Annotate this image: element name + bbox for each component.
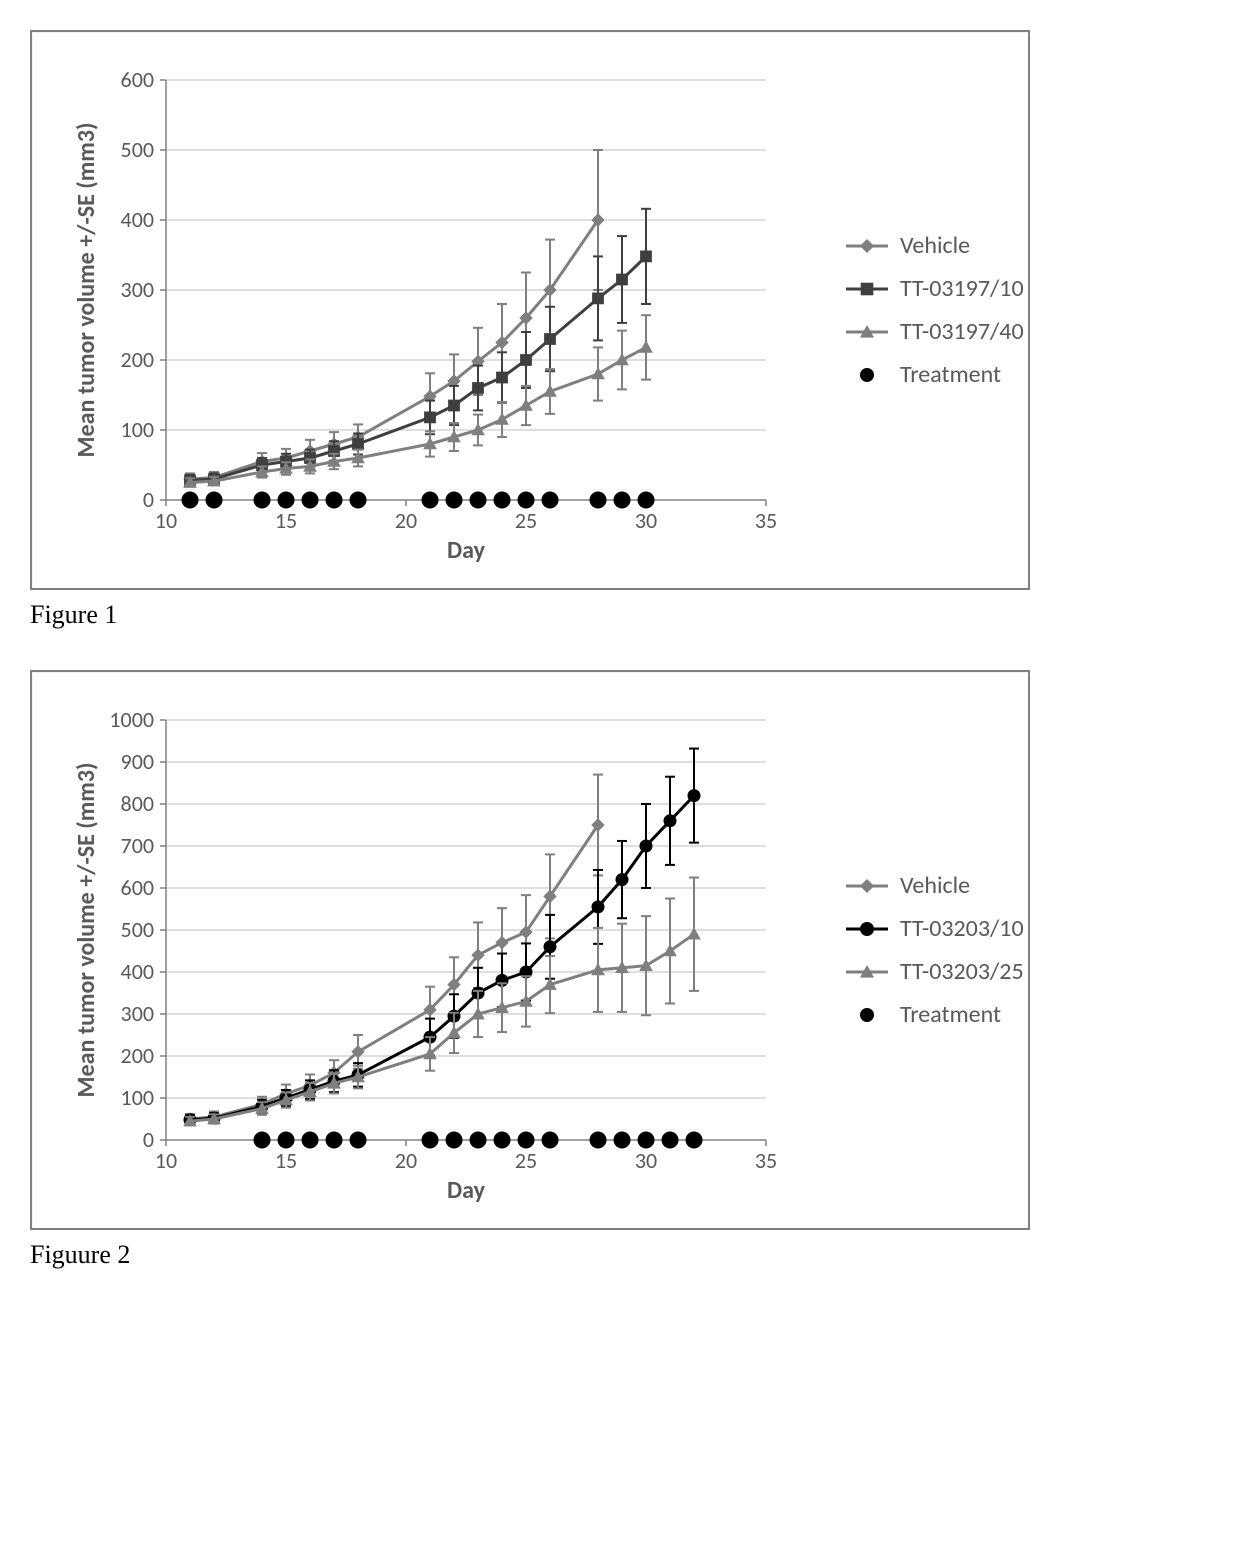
legend-item: TT-03203/25 <box>844 957 1024 986</box>
svg-text:10: 10 <box>155 1147 177 1174</box>
legend-marker-icon <box>844 875 890 897</box>
svg-text:500: 500 <box>121 916 154 943</box>
svg-text:300: 300 <box>121 276 154 303</box>
legend-item: Treatment <box>844 360 1024 389</box>
svg-text:15: 15 <box>275 507 297 534</box>
svg-text:500: 500 <box>121 136 154 163</box>
legend-label: TT-03203/25 <box>900 957 1024 986</box>
svg-text:Day: Day <box>447 536 486 565</box>
figure-1-caption: Figure 1 <box>30 600 1210 630</box>
svg-text:20: 20 <box>395 507 417 534</box>
svg-text:30: 30 <box>635 1147 657 1174</box>
svg-text:600: 600 <box>121 66 154 93</box>
legend-label: TT-03203/10 <box>900 914 1024 943</box>
figure-1: 0 100 200 300 400 500 600 10 15 20 25 30 35 Day Mean t… <box>30 30 1210 630</box>
svg-text:800: 800 <box>121 790 154 817</box>
legend-marker-icon <box>844 278 890 300</box>
figure-2-legend: Vehicle TT-03203/10 TT-03203/25 Treatment <box>844 857 1024 1043</box>
legend-item: Vehicle <box>844 231 1024 260</box>
legend-label: Vehicle <box>900 871 970 900</box>
svg-text:0: 0 <box>143 1126 154 1153</box>
svg-text:400: 400 <box>121 206 154 233</box>
svg-text:Mean tumor volume +/-SE (mm3): Mean tumor volume +/-SE (mm3) <box>72 123 101 458</box>
figure-2-chart-box: 0 100 200 300 400 500 600 700 800 900 1000 10 15 20 25… <box>30 670 1030 1230</box>
svg-text:100: 100 <box>121 416 154 443</box>
figure-1-chart-box: 0 100 200 300 400 500 600 10 15 20 25 30 35 Day Mean t… <box>30 30 1030 590</box>
svg-text:900: 900 <box>121 748 154 775</box>
legend-item: TT-03197/40 <box>844 317 1024 346</box>
legend-label: TT-03197/40 <box>900 317 1024 346</box>
figure-2: 0 100 200 300 400 500 600 700 800 900 1000 10 15 20 25… <box>30 670 1210 1270</box>
figure-1-chart: 0 100 200 300 400 500 600 10 15 20 25 30 35 Day Mean t… <box>56 50 816 570</box>
svg-text:15: 15 <box>275 1147 297 1174</box>
legend-item: TT-03203/10 <box>844 914 1024 943</box>
legend-marker-icon <box>844 321 890 343</box>
svg-text:Day: Day <box>447 1176 486 1205</box>
legend-item: Vehicle <box>844 871 1024 900</box>
legend-label: Treatment <box>900 1000 1001 1029</box>
legend-item: TT-03197/10 <box>844 274 1024 303</box>
legend-marker-icon <box>844 364 890 386</box>
svg-text:0: 0 <box>143 486 154 513</box>
svg-text:200: 200 <box>121 1042 154 1069</box>
figure-2-caption: Figuure 2 <box>30 1240 1210 1270</box>
figure-2-chart: 0 100 200 300 400 500 600 700 800 900 1000 10 15 20 25… <box>56 690 816 1210</box>
svg-text:1000: 1000 <box>109 706 154 733</box>
legend-label: TT-03197/10 <box>900 274 1024 303</box>
svg-text:35: 35 <box>755 507 777 534</box>
svg-text:700: 700 <box>121 832 154 859</box>
legend-marker-icon <box>844 1004 890 1026</box>
svg-text:100: 100 <box>121 1084 154 1111</box>
svg-text:35: 35 <box>755 1147 777 1174</box>
legend-label: Treatment <box>900 360 1001 389</box>
legend-marker-icon <box>844 961 890 983</box>
svg-text:400: 400 <box>121 958 154 985</box>
legend-marker-icon <box>844 235 890 257</box>
svg-text:20: 20 <box>395 1147 417 1174</box>
svg-text:Mean tumor volume +/-SE (mm3): Mean tumor volume +/-SE (mm3) <box>72 763 101 1098</box>
svg-text:25: 25 <box>515 1147 537 1174</box>
svg-text:10: 10 <box>155 507 177 534</box>
svg-text:25: 25 <box>515 507 537 534</box>
legend-item: Treatment <box>844 1000 1024 1029</box>
svg-text:600: 600 <box>121 874 154 901</box>
figure-1-legend: Vehicle TT-03197/10 TT-03197/40 Treatment <box>844 217 1024 403</box>
legend-marker-icon <box>844 918 890 940</box>
legend-label: Vehicle <box>900 231 970 260</box>
svg-text:30: 30 <box>635 507 657 534</box>
svg-text:200: 200 <box>121 346 154 373</box>
svg-text:300: 300 <box>121 1000 154 1027</box>
